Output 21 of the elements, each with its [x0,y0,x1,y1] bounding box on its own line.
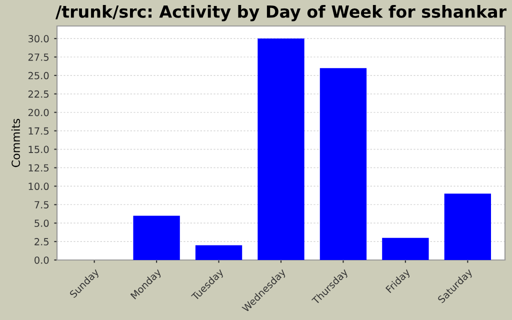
y-tick-label: 25.0 [28,72,49,80]
y-tick-label: 20.0 [28,108,49,116]
bar [320,68,367,260]
y-tick-label: 0.0 [34,256,49,264]
y-tick-label: 27.5 [28,53,49,61]
y-tick-label: 2.5 [34,238,49,246]
chart-title: /trunk/src: Activity by Day of Week for sshankar [55,5,506,22]
bar [382,238,429,260]
y-tick-label: 15.0 [28,146,49,154]
y-tick-label: 30.0 [28,35,49,42]
bar [133,216,180,260]
y-tick-label: 10.0 [28,182,49,190]
bar [258,38,304,260]
y-tick-label: 7.5 [34,201,49,208]
y-tick-label: 5.0 [34,220,49,227]
bar [195,245,242,260]
y-tick-label: 12.5 [28,164,49,172]
y-axis-title: Commits [11,118,20,168]
y-tick-label: 17.5 [28,127,49,135]
y-tick-label: 22.5 [28,90,49,98]
bar [444,194,491,260]
